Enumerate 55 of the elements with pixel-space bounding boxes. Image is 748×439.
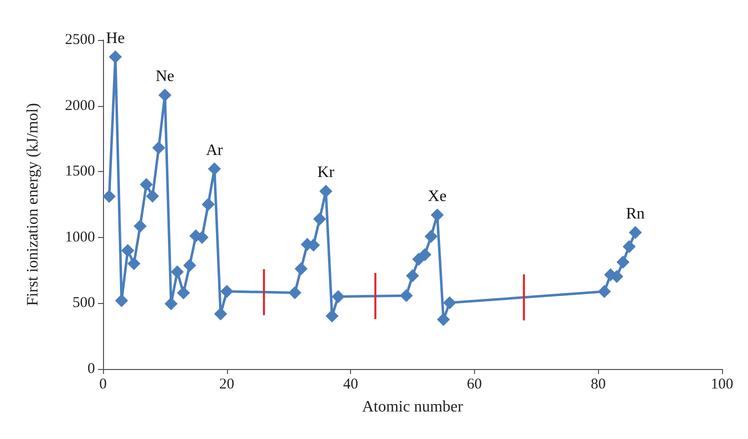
y-tick-label: 0 — [88, 361, 95, 377]
x-tick-label: 0 — [99, 376, 107, 392]
x-axis-title: Atomic number — [362, 398, 464, 416]
point — [108, 50, 122, 64]
x-tick-label: 80 — [590, 376, 606, 392]
annotation: Rn — [626, 206, 645, 223]
point — [326, 309, 339, 322]
point — [628, 226, 642, 240]
y-tick-label: 2500 — [65, 32, 95, 48]
annotation: Kr — [317, 164, 335, 182]
x-tick-label: 60 — [466, 376, 482, 392]
point — [400, 289, 413, 302]
point — [208, 162, 221, 176]
point — [616, 256, 630, 269]
point — [443, 296, 456, 310]
y-tick-label: 1000 — [65, 229, 95, 246]
point — [436, 313, 450, 326]
point — [170, 265, 184, 278]
point — [418, 248, 432, 262]
point — [332, 290, 345, 304]
point — [598, 284, 611, 298]
x-tick-label: 40 — [343, 376, 358, 392]
point — [115, 294, 128, 308]
point — [176, 286, 190, 300]
point — [134, 220, 147, 233]
point — [430, 208, 444, 222]
point — [146, 190, 160, 203]
annotation: Xe — [428, 188, 447, 206]
y-axis-title: First ionization energy (kJ/mol) — [24, 103, 42, 306]
point — [102, 190, 116, 203]
point — [622, 240, 636, 254]
x-tick-label: 20 — [219, 376, 234, 392]
annotation: Ar — [206, 142, 224, 159]
point — [152, 141, 166, 154]
point — [164, 297, 178, 310]
point — [288, 286, 302, 300]
point — [202, 198, 215, 211]
point — [313, 212, 326, 226]
y-tick-label: 1500 — [65, 164, 95, 180]
point — [406, 269, 419, 282]
point — [121, 244, 134, 258]
point — [294, 262, 308, 276]
point — [127, 257, 140, 270]
point — [140, 178, 153, 191]
y-tick-label: 500 — [72, 295, 95, 312]
point — [424, 230, 438, 243]
point — [183, 258, 196, 272]
annotation: Ne — [156, 68, 174, 86]
point — [214, 307, 228, 320]
point — [319, 184, 332, 198]
point — [158, 88, 172, 102]
annotation: He — [106, 30, 125, 47]
point — [220, 284, 234, 298]
y-tick-label: 2000 — [65, 98, 95, 114]
x-tick-label: 100 — [710, 376, 734, 392]
